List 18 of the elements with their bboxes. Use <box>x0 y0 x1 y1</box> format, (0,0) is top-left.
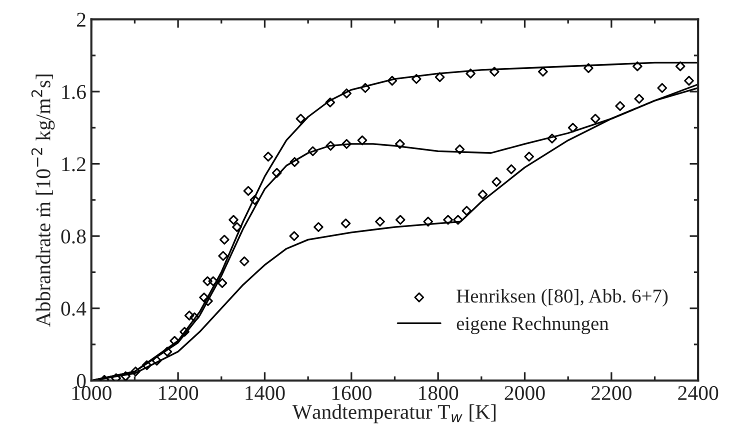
x-tick-label: 2200 <box>592 386 632 400</box>
x-tick-label: 1600 <box>332 386 372 400</box>
y-tick-label: 0.8 <box>61 229 86 244</box>
x-tick-label: 1000 <box>72 386 112 400</box>
legend-label: eigene Rechnungen <box>456 316 609 334</box>
x-tick-label: 2400 <box>678 386 718 400</box>
y-tick-label: 1.2 <box>62 157 86 172</box>
y-axis-title: Abbrandrate ṁ [10$^{−2}$ kg/m$^{2}$s] <box>31 74 55 327</box>
x-tick-label: 1800 <box>419 386 458 400</box>
legend-label: Henriksen ([80], Abb. 6+7) <box>456 288 668 307</box>
x-tick-label: 1400 <box>246 386 285 400</box>
x-tick-label: 2000 <box>504 386 545 400</box>
y-tick-label: 0 <box>76 374 86 388</box>
y-tick-label: 1.6 <box>62 85 86 100</box>
y-tick-label: 0.4 <box>61 302 86 316</box>
y-tick-label: 2 <box>77 12 86 27</box>
x-tick-label: 1200 <box>159 386 198 400</box>
x-axis-title: Wandtemperatur T$_{w}$ [K] <box>292 404 496 424</box>
